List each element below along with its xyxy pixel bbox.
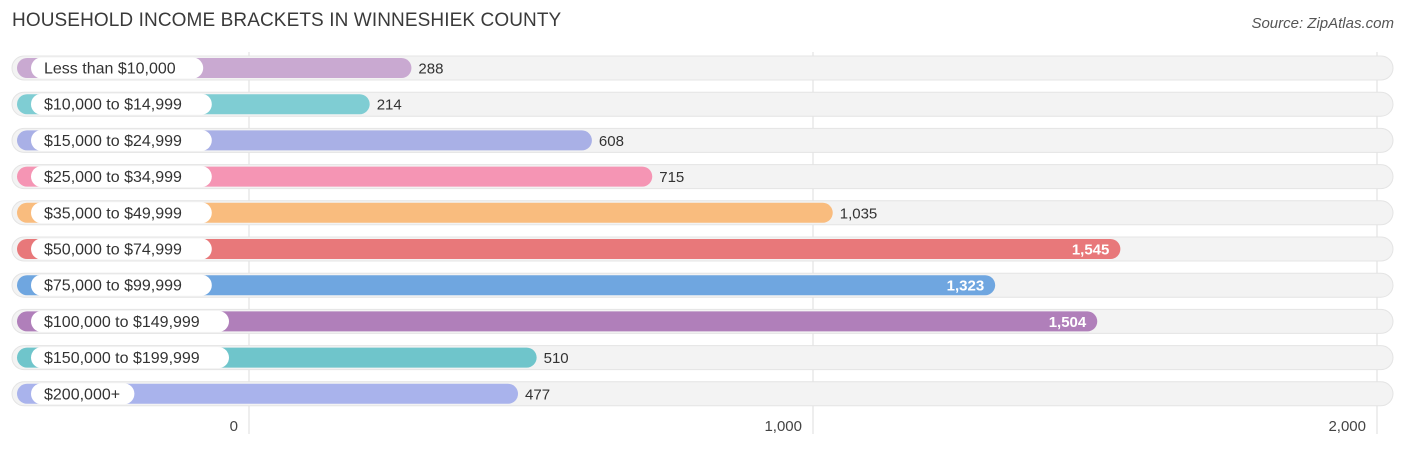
- bar: [17, 202, 833, 223]
- value-label: 1,035: [840, 205, 878, 222]
- value-label: 608: [599, 133, 624, 150]
- category-label-pill: [31, 383, 135, 405]
- category-label: $150,000 to $199,999: [44, 350, 200, 367]
- category-label-pill: [31, 310, 229, 332]
- category-label: $25,000 to $34,999: [44, 169, 182, 186]
- value-label: 477: [525, 386, 550, 403]
- value-label: 510: [544, 350, 569, 367]
- category-label-pill: [31, 57, 204, 79]
- value-label: 1,323: [947, 278, 985, 295]
- category-label-pill: [31, 238, 212, 260]
- source-credit: Source: ZipAtlas.com: [1251, 15, 1394, 32]
- category-label: $10,000 to $14,999: [44, 97, 182, 114]
- x-tick-label: 1,000: [764, 418, 802, 435]
- category-label: $15,000 to $24,999: [44, 133, 182, 150]
- value-label: 1,504: [1049, 314, 1087, 331]
- value-label: 1,545: [1072, 242, 1110, 259]
- category-label: $35,000 to $49,999: [44, 205, 182, 222]
- value-label: 214: [377, 97, 402, 114]
- value-label: 288: [418, 61, 443, 78]
- category-label: $200,000+: [44, 386, 120, 403]
- category-label: $75,000 to $99,999: [44, 278, 182, 295]
- category-label-pill: [31, 347, 229, 369]
- bar: [17, 383, 519, 404]
- category-label: $50,000 to $74,999: [44, 242, 182, 259]
- category-label-pill: [31, 93, 212, 115]
- chart-title: HOUSEHOLD INCOME BRACKETS IN WINNESHIEK …: [12, 10, 562, 31]
- category-label-pill: [31, 166, 212, 188]
- bar: [17, 311, 1098, 332]
- value-label: 715: [659, 169, 684, 186]
- category-label: $100,000 to $149,999: [44, 314, 200, 331]
- category-label-pill: [31, 202, 212, 224]
- bar: [17, 275, 996, 296]
- category-label-pill: [31, 129, 212, 151]
- bar: [17, 239, 1121, 259]
- x-tick-label: 0: [230, 418, 238, 435]
- category-label: Less than $10,000: [44, 61, 176, 78]
- category-label-pill: [31, 274, 212, 296]
- x-tick-label: 2,000: [1328, 418, 1366, 435]
